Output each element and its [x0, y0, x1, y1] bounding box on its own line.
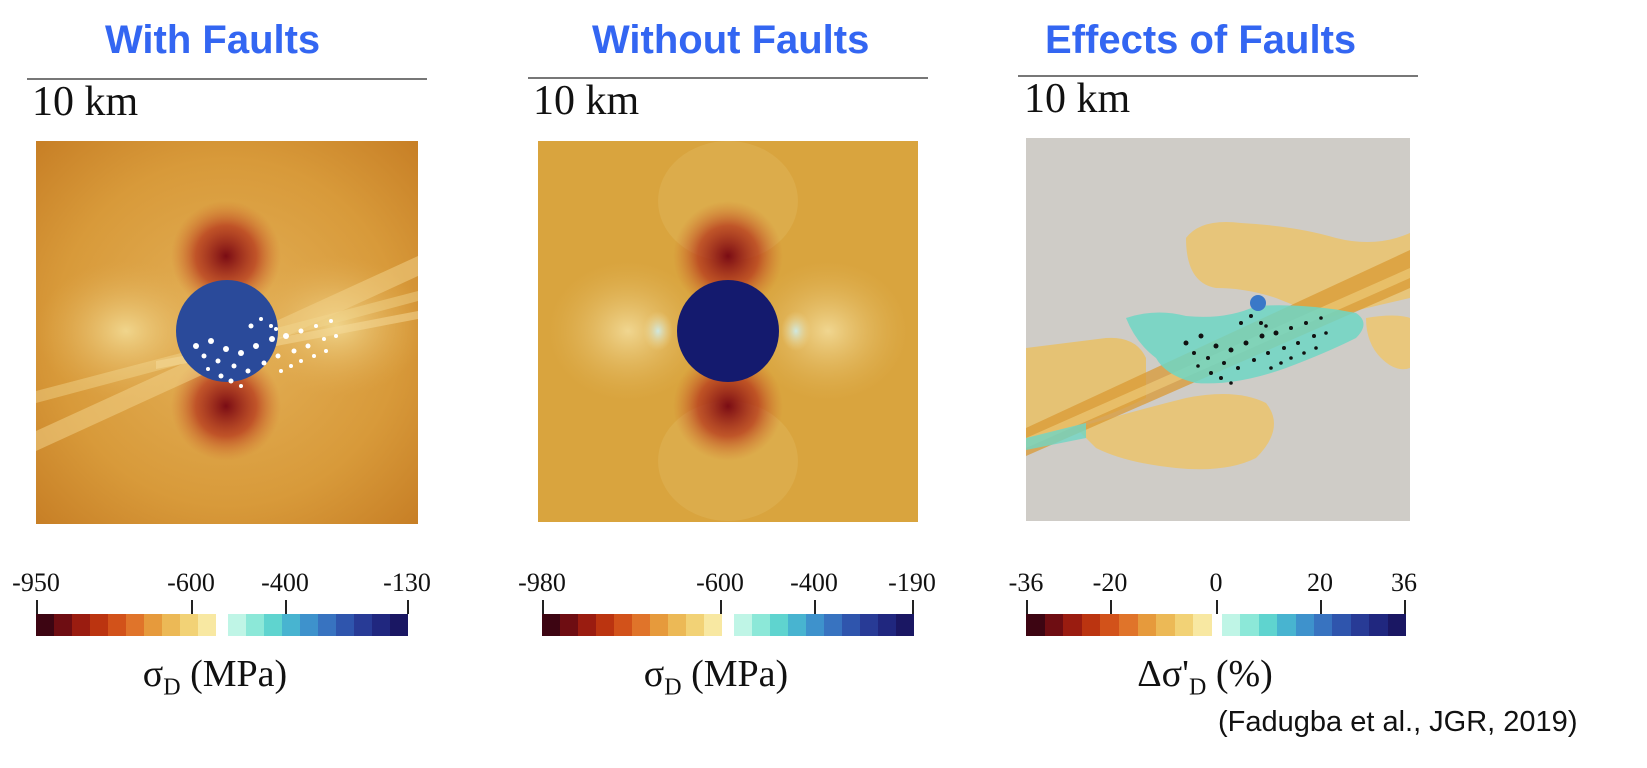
colorbar-tick: [285, 600, 287, 614]
scale-bar-line: [528, 77, 928, 79]
panel-without-faults: Without Faults 10 km: [0, 0, 936, 768]
stress-map-without-faults: [538, 141, 918, 522]
positive-change-lobe-right: [1366, 315, 1410, 370]
stress-concentration-bottom: [171, 351, 281, 461]
panel-with-faults: With Faults 10 km: [0, 0, 520, 768]
stress-concentration-top: [673, 201, 783, 311]
citation: (Fadugba et al., JGR, 2019): [1218, 706, 1578, 738]
reservoir-region: [176, 280, 278, 382]
colorbar-tick: [542, 600, 544, 614]
stress-concentration-top: [171, 201, 281, 311]
microseismic-events: [193, 317, 338, 388]
microseismic-events: [1183, 314, 1328, 385]
scale-bar-label: 10 km: [533, 78, 640, 124]
colorbar-tick: [912, 600, 914, 614]
panel-effects-of-faults: Effects of Faults 10 km: [0, 0, 1418, 768]
colorbar-tick-label: -600: [167, 568, 215, 597]
colorbar-tick: [1404, 600, 1406, 614]
positive-change-lobe-left: [1026, 337, 1146, 438]
colorbar-tick: [1110, 600, 1112, 614]
colorbar-cool: [734, 614, 914, 636]
colorbar-tick-label: -20: [1092, 568, 1128, 597]
stress-map-with-faults: [36, 141, 418, 524]
colorbar-warm: [1026, 614, 1212, 636]
negative-change-strip: [1026, 423, 1086, 450]
colorbar-tick: [720, 600, 722, 614]
colorbar-tick-label: -130: [383, 568, 431, 597]
colorbar-cool: [228, 614, 408, 636]
stress-concentration-bottom: [673, 351, 783, 461]
low-stress-right: [781, 311, 811, 351]
reservoir-edge-marker: [1250, 295, 1266, 311]
stress-lobe-right: [748, 261, 908, 401]
colorbar-title: Δσ'D (%): [1137, 653, 1273, 701]
colorbar-tick-label: 0: [1209, 568, 1223, 597]
colorbar-cool: [1222, 614, 1407, 636]
scale-bar-line: [1018, 75, 1418, 77]
colorbar-title: σD (MPa): [643, 653, 789, 701]
scale-bar-label: 10 km: [1024, 76, 1131, 122]
colorbar-warm: [36, 614, 216, 636]
panel-title: Effects of Faults: [1045, 18, 1357, 62]
colorbar-title: σD (MPa): [142, 653, 288, 701]
scale-bar-line: [27, 78, 427, 80]
positive-change-lobe-bottom: [1076, 394, 1274, 470]
colorbar-tick: [191, 600, 193, 614]
colorbar-tick-label: 36: [1391, 568, 1417, 597]
low-stress-left: [643, 311, 673, 351]
colorbar-tick: [1216, 600, 1218, 614]
stress-change-map: [1026, 138, 1410, 521]
colorbar-tick-label: -980: [518, 568, 566, 597]
colorbar-tick: [814, 600, 816, 614]
colorbar-tick-label: -36: [1008, 568, 1044, 597]
panel-title: Without Faults: [592, 18, 870, 62]
colorbar-tick-label: -950: [12, 568, 60, 597]
colorbar-warm: [542, 614, 722, 636]
colorbar-tick-label: -400: [790, 568, 838, 597]
colorbar-tick-label: -400: [261, 568, 309, 597]
colorbar-tick-label: -190: [888, 568, 936, 597]
scale-bar-label: 10 km: [32, 79, 139, 125]
colorbar-tick: [407, 600, 409, 614]
stress-lobe-left: [548, 261, 708, 401]
colorbar-tick: [1320, 600, 1322, 614]
colorbar-tick: [1026, 600, 1028, 614]
reservoir-region: [677, 280, 779, 382]
colorbar-tick-label: 20: [1307, 568, 1333, 597]
colorbar-tick: [36, 600, 38, 614]
panel-title: With Faults: [105, 18, 321, 62]
colorbar-tick-label: -600: [696, 568, 744, 597]
